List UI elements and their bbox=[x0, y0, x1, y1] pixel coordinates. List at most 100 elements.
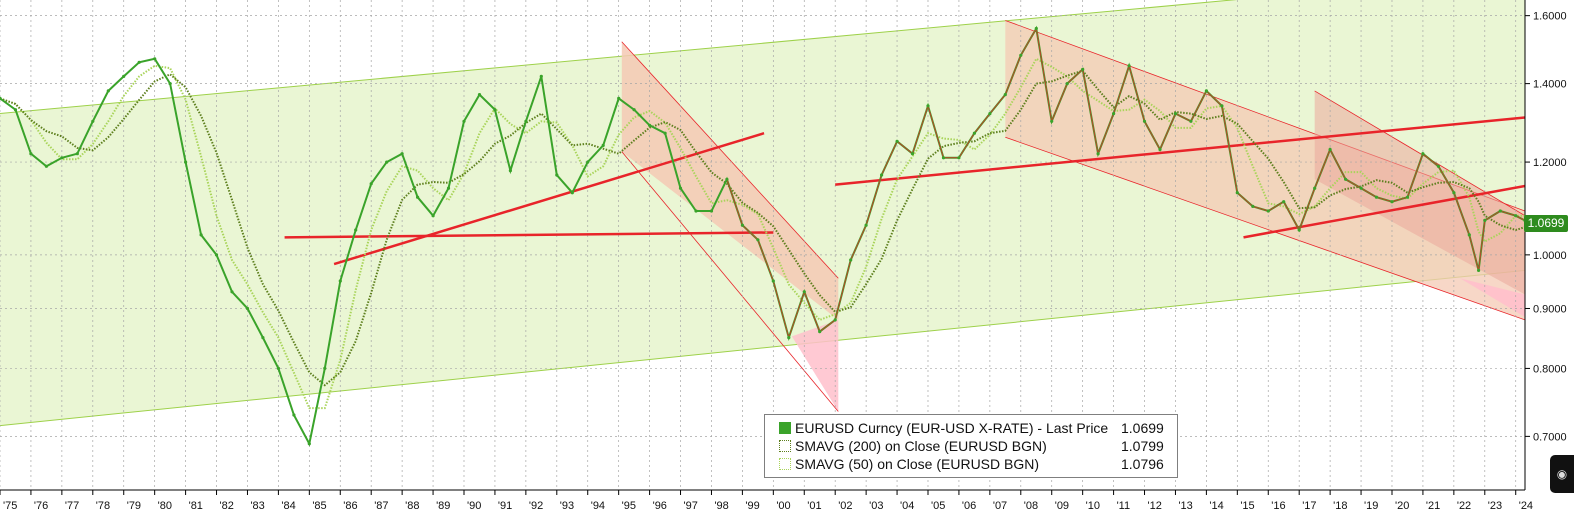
price-point bbox=[1034, 26, 1038, 31]
y-tick-label: 0.7000 bbox=[1533, 431, 1567, 443]
price-point bbox=[400, 152, 404, 156]
price-point bbox=[694, 209, 698, 213]
x-tick-label: '16 bbox=[1271, 500, 1285, 512]
x-tick-label: '91 bbox=[498, 500, 512, 512]
x-tick-label: '21 bbox=[1426, 500, 1440, 512]
price-point bbox=[1173, 112, 1178, 116]
downtrend-channel-3-extension bbox=[1460, 278, 1525, 317]
price-point bbox=[678, 186, 683, 190]
price-point bbox=[1189, 119, 1193, 123]
y-tick-label: 1.4000 bbox=[1533, 79, 1567, 91]
smavg-200-line bbox=[0, 69, 1526, 387]
price-point bbox=[1359, 186, 1363, 190]
price-point bbox=[539, 74, 543, 78]
price-point bbox=[385, 160, 389, 164]
price-point bbox=[1514, 214, 1518, 218]
x-tick-label: '82 bbox=[220, 500, 234, 512]
x-tick-label: '04 bbox=[900, 500, 914, 512]
price-point bbox=[29, 152, 33, 156]
legend-row-last-price: EURUSD Curncy (EUR-USD X-RATE) - Last Pr… bbox=[771, 419, 1171, 437]
legend-label: SMAVG (50) on Close (EURUSD BGN) bbox=[795, 456, 1040, 472]
price-point bbox=[493, 108, 497, 112]
price-point bbox=[1127, 64, 1131, 68]
price-point bbox=[1220, 104, 1224, 108]
chart-legend: EURUSD Curncy (EUR-USD X-RATE) - Last Pr… bbox=[764, 414, 1178, 478]
uptrend-line-2002-2024 bbox=[835, 116, 1526, 186]
price-point bbox=[910, 152, 915, 156]
x-tick-label: '77 bbox=[65, 500, 79, 512]
price-point bbox=[880, 173, 884, 177]
price-point bbox=[75, 152, 79, 156]
x-tick-label: '75 bbox=[3, 500, 17, 512]
price-point bbox=[833, 318, 837, 322]
side-panel-toggle-icon[interactable]: ◉ bbox=[1550, 455, 1574, 493]
x-tick-label: '23 bbox=[1488, 500, 1502, 512]
price-point bbox=[972, 131, 977, 135]
price-point bbox=[106, 89, 110, 93]
price-point bbox=[1081, 67, 1085, 71]
x-tick-label: '08 bbox=[1024, 500, 1038, 512]
x-tick-label: '96 bbox=[653, 500, 667, 512]
price-point bbox=[153, 57, 157, 61]
price-point bbox=[632, 108, 636, 112]
x-tick-label: '00 bbox=[776, 500, 790, 512]
y-tick-label: 1.2000 bbox=[1533, 157, 1567, 169]
legend-label: EURUSD Curncy (EUR-USD X-RATE) - Last Pr… bbox=[795, 420, 1109, 436]
legend-swatch-price-icon bbox=[779, 422, 791, 434]
x-tick-label: '94 bbox=[591, 500, 605, 512]
x-tick-label: '11 bbox=[1117, 500, 1131, 512]
price-point bbox=[555, 173, 559, 177]
x-tick-label: '93 bbox=[560, 500, 574, 512]
price-point bbox=[771, 279, 775, 283]
x-tick-label: '90 bbox=[467, 500, 481, 512]
price-point bbox=[446, 186, 451, 190]
x-tick-label: '09 bbox=[1055, 500, 1069, 512]
legend-swatch-smavg200-icon bbox=[779, 440, 791, 452]
price-point bbox=[1477, 268, 1481, 272]
price-point bbox=[740, 223, 745, 227]
x-tick-label: '15 bbox=[1240, 500, 1254, 512]
x-tick-label: '05 bbox=[931, 500, 945, 512]
x-tick-label: '88 bbox=[405, 500, 419, 512]
price-point bbox=[802, 290, 806, 294]
price-point bbox=[60, 156, 64, 160]
channel-3-upper-line bbox=[1314, 90, 1526, 217]
price-point bbox=[292, 413, 296, 417]
x-tick-label: '98 bbox=[714, 500, 728, 512]
price-point bbox=[199, 233, 203, 237]
price-point bbox=[1096, 152, 1100, 156]
x-tick-label: '84 bbox=[281, 500, 295, 512]
price-point bbox=[307, 442, 311, 446]
y-tick-label: 0.9000 bbox=[1533, 303, 1567, 315]
price-line-red-overlay bbox=[726, 27, 1526, 340]
price-point bbox=[648, 123, 652, 127]
price-point bbox=[988, 112, 992, 116]
x-tick-label: '02 bbox=[838, 500, 852, 512]
price-point bbox=[91, 119, 95, 123]
x-tick-label: '89 bbox=[436, 500, 450, 512]
price-point bbox=[1251, 204, 1255, 208]
x-tick-label: '80 bbox=[158, 500, 172, 512]
price-point bbox=[338, 279, 342, 283]
x-tick-label: '76 bbox=[34, 500, 48, 512]
price-point bbox=[261, 336, 265, 340]
x-tick-label: '86 bbox=[343, 500, 357, 512]
x-tick-label: '10 bbox=[1086, 500, 1100, 512]
price-point bbox=[725, 177, 729, 181]
x-tick-label: '79 bbox=[127, 500, 141, 512]
price-point bbox=[926, 104, 930, 108]
x-tick-label: '07 bbox=[993, 500, 1007, 512]
price-point bbox=[1065, 82, 1069, 86]
y-tick-label: 1.6000 bbox=[1533, 11, 1567, 23]
price-point bbox=[586, 160, 590, 164]
price-point bbox=[431, 214, 435, 218]
price-point bbox=[524, 119, 528, 123]
last-price-badge: 1.0699 bbox=[1524, 215, 1568, 232]
x-tick-label: '95 bbox=[622, 500, 636, 512]
price-point bbox=[957, 156, 961, 160]
channel-2-lower-line bbox=[1005, 136, 1526, 321]
price-point bbox=[1297, 228, 1301, 232]
legend-value: 1.0799 bbox=[1121, 438, 1164, 454]
price-point bbox=[1112, 112, 1116, 116]
price-point bbox=[44, 164, 49, 168]
